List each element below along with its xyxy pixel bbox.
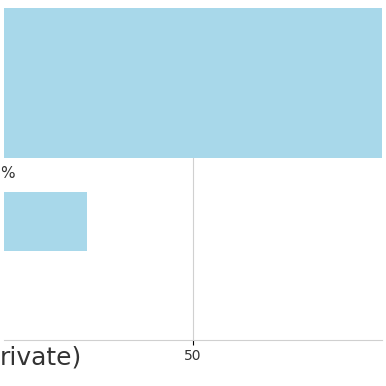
Text: %: % [0, 166, 15, 181]
Bar [4, 8, 382, 157]
Text: rivate): rivate) [0, 345, 82, 369]
Bar [4, 193, 87, 251]
